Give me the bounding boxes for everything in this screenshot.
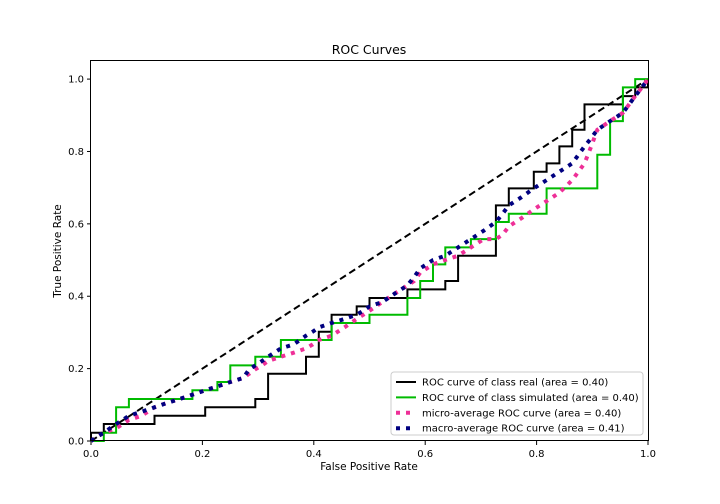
- legend-label: ROC curve of class simulated (area = 0.4…: [422, 393, 639, 404]
- y-tick-label: 0.4: [68, 292, 84, 303]
- axes: 0.0 0.2 0.4 0.6 0.8 1.0 0.0 0.2 0.4 0.6 0.8 1.0: [68, 75, 656, 460]
- chart-title: ROC Curves: [332, 42, 407, 57]
- x-tick-label: 0.8: [529, 449, 545, 460]
- legend-label: macro-average ROC curve (area = 0.41): [422, 424, 625, 435]
- y-tick-label: 0.0: [68, 437, 84, 448]
- roc-series-line-0: [90, 79, 649, 441]
- x-tick-label: 0.2: [194, 449, 210, 460]
- y-tick-label: 1.0: [68, 75, 84, 86]
- legend-box: [390, 371, 644, 436]
- plot-frame: [90, 60, 649, 441]
- roc-series-line-3: [89, 77, 650, 443]
- plot-area: [89, 77, 650, 443]
- legend-label: ROC curve of class real (area = 0.40): [422, 378, 608, 389]
- y-tick-label: 0.8: [68, 147, 84, 158]
- legend-label: micro-average ROC curve (area = 0.40): [422, 408, 621, 419]
- legend: ROC curve of class real (area = 0.40) ROC…: [390, 371, 644, 436]
- x-axis-label: False Positive Rate: [320, 461, 418, 473]
- y-axis-label: True Positive Rate: [52, 204, 64, 299]
- y-tick-label: 0.6: [68, 219, 84, 230]
- x-tick-label: 1.0: [640, 449, 656, 460]
- roc-series-line-2: [89, 77, 650, 443]
- x-tick-label: 0.0: [83, 449, 99, 460]
- y-tick-label: 0.2: [68, 364, 84, 375]
- x-tick-label: 0.4: [306, 449, 322, 460]
- x-tick-label: 0.6: [417, 449, 433, 460]
- chance-diagonal-line: [90, 78, 649, 442]
